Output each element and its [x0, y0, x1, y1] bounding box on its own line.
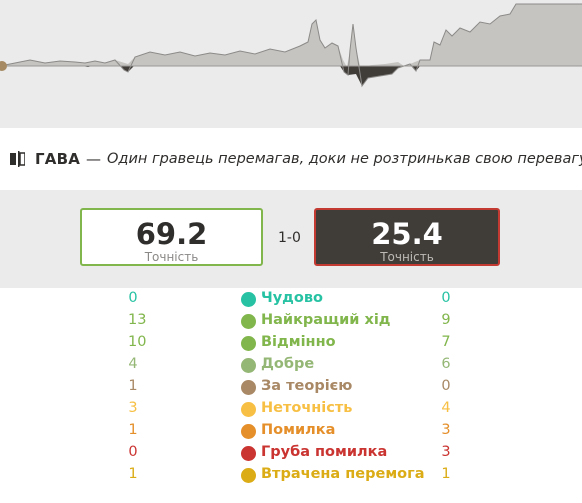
excellent-icon	[241, 336, 256, 351]
classification-label: Помилка	[261, 422, 336, 438]
inaccuracy-icon	[241, 402, 256, 417]
graph-position-marker	[0, 61, 7, 71]
classification-row-inaccuracy[interactable]: 3 Неточність 4	[0, 400, 582, 422]
missed-win-icon	[241, 468, 256, 483]
game-summary-banner: ГАВА — Один гравець перемагав, доки не р…	[0, 128, 582, 190]
best-move-icon	[241, 314, 256, 329]
white-count: 1	[128, 378, 138, 394]
classification-row-book[interactable]: 1 За теорією 0	[0, 378, 582, 400]
black-count: 7	[441, 334, 451, 350]
white-accuracy-label: Точність	[144, 250, 199, 264]
book-icon	[10, 151, 26, 167]
black-advantage-area	[340, 66, 404, 86]
white-count: 0	[128, 444, 138, 460]
classification-row-good[interactable]: 4 Добре 6	[0, 356, 582, 378]
evaluation-graph[interactable]	[0, 0, 582, 128]
classification-label: Груба помилка	[261, 444, 388, 460]
black-count: 3	[441, 444, 451, 460]
banner-title: ГАВА	[35, 150, 81, 168]
blunder-icon	[241, 446, 256, 461]
classification-label: Неточність	[261, 400, 353, 416]
classification-row-mistake[interactable]: 1 Помилка 3	[0, 422, 582, 444]
white-count: 3	[128, 400, 138, 416]
game-result: 1-0	[278, 230, 301, 246]
white-count: 0	[128, 290, 138, 306]
classification-label: Втрачена перемога	[261, 466, 425, 482]
classification-row-missed-win[interactable]: 1 Втрачена перемога 1	[0, 466, 582, 488]
mistake-icon	[241, 424, 256, 439]
black-count: 0	[441, 290, 451, 306]
black-count: 1	[441, 466, 451, 482]
banner-description: Один гравець перемагав, доки не розтринь…	[107, 151, 582, 167]
black-count: 9	[441, 312, 451, 328]
classification-row-blunder[interactable]: 0 Груба помилка 3	[0, 444, 582, 466]
white-count: 1	[128, 422, 138, 438]
white-accuracy-card: 69.2 Точність	[80, 208, 263, 266]
black-accuracy-label: Точність	[380, 250, 434, 264]
black-count: 4	[441, 400, 451, 416]
black-count: 0	[441, 378, 451, 394]
black-count: 3	[441, 422, 451, 438]
white-count: 13	[128, 312, 147, 328]
classification-row-best[interactable]: 13 Найкращий хід 9	[0, 312, 582, 334]
black-accuracy-value: 25.4	[371, 217, 443, 251]
accuracy-section: 69.2 Точність 1-0 25.4 Точність	[0, 190, 582, 288]
white-count: 1	[128, 466, 138, 482]
white-count: 10	[128, 334, 147, 350]
good-icon	[241, 358, 256, 373]
black-accuracy-card: 25.4 Точність	[314, 208, 500, 266]
white-count: 4	[128, 356, 138, 372]
banner-separator: —	[86, 150, 102, 168]
brilliant-icon	[241, 292, 256, 307]
white-advantage-area	[0, 4, 582, 67]
white-accuracy-value: 69.2	[135, 217, 208, 251]
book-move-icon	[241, 380, 256, 395]
classification-label: Чудово	[261, 290, 323, 306]
black-count: 6	[441, 356, 451, 372]
classification-label: Відмінно	[261, 334, 336, 350]
classification-row-brilliant[interactable]: 0 Чудово 0	[0, 290, 582, 312]
classification-row-excellent[interactable]: 10 Відмінно 7	[0, 334, 582, 356]
evaluation-graph-svg	[0, 0, 582, 128]
classification-label: Добре	[261, 356, 315, 372]
classification-label: Найкращий хід	[261, 312, 391, 328]
classification-label: За теорією	[261, 378, 353, 394]
